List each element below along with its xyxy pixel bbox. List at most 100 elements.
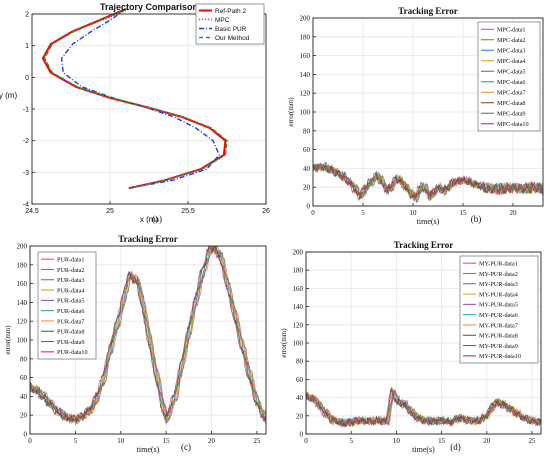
- y-tick-label: 200: [300, 15, 311, 23]
- y-tick-label: 100: [293, 340, 304, 348]
- x-axis-label: time(s): [412, 445, 435, 454]
- y-tick-label: 80: [296, 358, 304, 366]
- x-axis-label: x (m): [140, 215, 159, 224]
- y-tick-label: 40: [303, 165, 311, 173]
- series-line-10: [312, 164, 544, 201]
- legend-label: PUR-data1: [57, 256, 85, 263]
- y-tick-label: 60: [303, 146, 311, 154]
- y-tick-label: 180: [17, 261, 28, 269]
- y-tick-label: 0: [300, 431, 304, 439]
- y-tick-label: -1: [23, 107, 29, 114]
- y-tick-label: 0: [24, 431, 28, 439]
- y-axis-label: error(mm): [280, 328, 288, 358]
- y-tick-label: 160: [17, 280, 28, 288]
- series-line-7: [29, 245, 267, 424]
- x-tick-label: 0: [304, 437, 308, 445]
- chart-title: Tracking Error: [394, 240, 453, 250]
- y-tick-label: -3: [23, 170, 29, 177]
- legend-label: PUR-data5: [57, 298, 85, 305]
- x-tick-label: 15: [163, 437, 171, 445]
- x-tick-label: 20: [483, 437, 491, 445]
- series-line-9: [312, 163, 544, 202]
- legend-label: MPC-data10: [497, 121, 529, 128]
- x-tick-label: 10: [393, 437, 401, 445]
- legend-label: PUR-data6: [57, 308, 85, 315]
- x-tick-label: 5: [349, 437, 353, 445]
- legend-label: MY-PUR-data4: [479, 291, 518, 298]
- y-axis-label: y (m): [0, 91, 17, 100]
- y-tick-label: 80: [303, 127, 311, 135]
- legend-label: MPC-data2: [497, 37, 526, 44]
- y-tick-label: 0: [25, 75, 29, 82]
- x-tick-label: 15: [438, 437, 446, 445]
- panel-label: (a): [152, 214, 162, 224]
- legend-label: PUR-data8: [57, 329, 85, 336]
- y-tick-label: 140: [17, 299, 28, 307]
- legend-label: PUR-data2: [57, 267, 85, 274]
- y-axis-label: error(mm): [287, 97, 295, 127]
- x-tick-label: 10: [410, 209, 418, 217]
- legend-label: MPC-data3: [497, 48, 526, 55]
- y-tick-label: 100: [300, 109, 311, 117]
- x-axis-label: time(s): [137, 445, 160, 454]
- series-line-7: [305, 386, 542, 427]
- y-tick-label: 140: [293, 303, 304, 311]
- y-axis-label: error(mm): [4, 325, 12, 355]
- chart-title: Tracking Error: [398, 6, 457, 16]
- x-tick-label: 15: [460, 209, 468, 217]
- x-tick-label: 5: [361, 209, 365, 217]
- y-tick-label: 20: [303, 184, 311, 192]
- panel-d-my-pur-error: 0 5 10 15 20 25 0 20 40 60 80 100 120 140 160 180 200 Tra…: [280, 240, 542, 454]
- y-tick-label: 60: [296, 376, 304, 384]
- x-tick-label: 20: [208, 437, 216, 445]
- legend-label: MPC-data8: [497, 100, 526, 107]
- y-tick-label: 120: [293, 321, 304, 329]
- y-tick-label: -4: [23, 202, 29, 209]
- series-line-4: [43, 8, 228, 189]
- legend-label: MY-PUR-data5: [479, 302, 518, 309]
- legend-label: MY-PUR-data6: [479, 312, 518, 319]
- legend-label: MPC-data1: [497, 27, 526, 34]
- legend-label: Our Method: [215, 35, 250, 42]
- x-tick-label: 26: [262, 208, 270, 215]
- y-tick-label: 40: [296, 394, 304, 402]
- legend-label: MPC-data7: [497, 90, 526, 97]
- x-tick-label: 25: [106, 208, 114, 215]
- x-tick-label: 10: [117, 437, 125, 445]
- y-tick-label: 160: [293, 285, 304, 293]
- y-tick-label: 180: [293, 267, 304, 275]
- y-tick-label: 140: [300, 71, 311, 79]
- legend-label: MPC-data5: [497, 69, 526, 76]
- chart-title: Trajectory Comparison: [100, 2, 198, 12]
- legend-label: MY-PUR-data9: [479, 343, 518, 350]
- legend-label: MY-PUR-data3: [479, 281, 518, 288]
- legend-label: MPC-data9: [497, 111, 526, 118]
- y-tick-label: 40: [20, 393, 28, 401]
- y-tick-label: 2: [25, 12, 29, 19]
- legend-label: MPC: [215, 17, 230, 24]
- x-tick-label: 5: [74, 437, 78, 445]
- axes-frame: [29, 245, 267, 435]
- legend-label: MY-PUR-data8: [479, 333, 518, 340]
- legend-label: MY-PUR-data7: [479, 322, 518, 329]
- x-tick-label: 24.5: [25, 208, 39, 215]
- axes-frame: [305, 251, 542, 435]
- series-line-10: [29, 245, 267, 423]
- legend-label: PUR-data4: [57, 287, 85, 294]
- x-tick-label: 25.5: [181, 208, 195, 215]
- x-tick-label: 25: [253, 437, 261, 445]
- legend-label: MY-PUR-data10: [479, 353, 521, 360]
- legend-label: MPC-data4: [497, 58, 526, 65]
- y-tick-label: 200: [293, 249, 304, 257]
- legend-label: PUR-data7: [57, 318, 85, 325]
- panel-label: (c): [181, 442, 191, 452]
- axes-frame: [312, 17, 544, 207]
- legend-label: Ref-Path 2: [215, 8, 246, 15]
- y-tick-label: 20: [20, 412, 28, 420]
- legend-label: PUR-data9: [57, 339, 85, 346]
- series-line-8: [312, 162, 544, 201]
- legend-label: PUR-data10: [57, 349, 88, 356]
- chart-title: Tracking Error: [118, 234, 177, 244]
- y-tick-label: 0: [307, 203, 311, 211]
- y-tick-label: 20: [296, 412, 304, 420]
